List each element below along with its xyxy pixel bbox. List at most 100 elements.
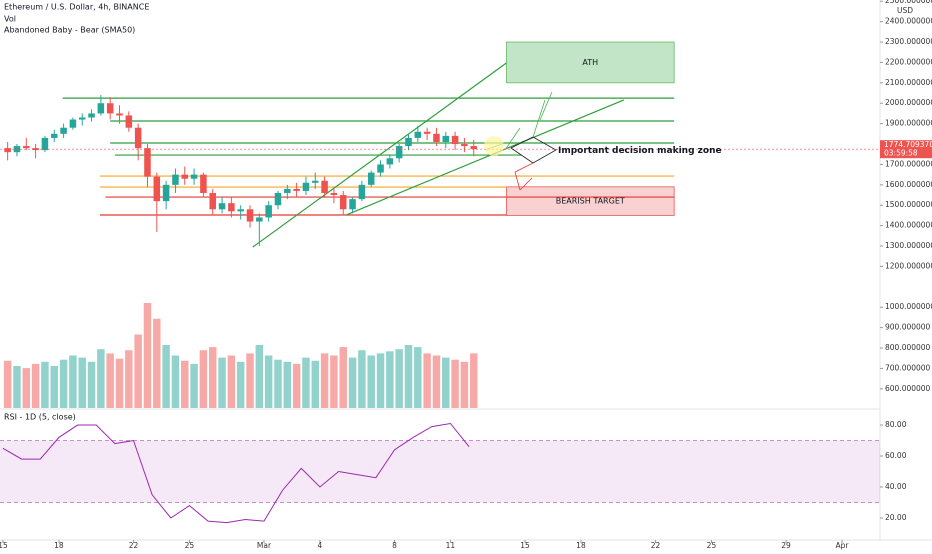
candle-body: [134, 127, 142, 149]
volume-bar: [59, 359, 68, 408]
candle-body: [302, 182, 310, 191]
volume-bar: [470, 353, 478, 408]
y-tick-label: 1700.000000: [885, 159, 932, 168]
annotation: Important decision making zone: [558, 146, 722, 156]
indicator-label: Abandoned Baby - Bear (SMA50): [4, 26, 135, 35]
candle-body: [321, 180, 328, 193]
y-tick-label: 2300.000000: [885, 37, 932, 46]
rsi-label: RSI - 1D (5, close): [4, 413, 76, 422]
y-tick-label: 600.000000: [885, 384, 931, 393]
rsi-tick-label: 60.00: [885, 451, 907, 460]
y-tick-label: 900.000000: [885, 323, 931, 332]
y-tick-label: 1300.000000: [885, 241, 932, 250]
volume-bar: [274, 359, 282, 408]
candle-body: [144, 148, 151, 177]
candle-body: [414, 131, 422, 138]
candle-body: [116, 113, 123, 116]
candle-body: [106, 103, 114, 114]
candle-body: [218, 203, 226, 210]
candle-body: [265, 205, 272, 218]
volume-bar: [69, 355, 77, 408]
volume-bar: [460, 361, 469, 408]
title: Ethereum / U.S. Dollar, 4h, BINANCE: [4, 3, 149, 12]
x-tick-label: 4: [318, 541, 323, 550]
candle-body: [78, 117, 86, 120]
volume-bar: [125, 350, 133, 408]
candle-body: [228, 203, 235, 212]
candle-body: [358, 184, 366, 200]
candle-body: [339, 195, 347, 210]
volume-bar: [41, 361, 49, 408]
candle-body: [377, 164, 384, 173]
volume-bar: [153, 318, 161, 408]
zone: [505, 186, 675, 216]
rsi-line: [2, 422, 470, 524]
candle-body: [200, 174, 207, 193]
candle-body: [284, 188, 291, 193]
rsi-band: [0, 440, 880, 503]
candle-body: [181, 174, 189, 179]
y-tick-label: 2500.000000: [885, 0, 932, 5]
zone-label: ATH: [582, 58, 598, 67]
candle-body: [367, 172, 375, 185]
y-tick-label: 2000.000000: [885, 98, 932, 107]
volume-bar: [339, 347, 347, 408]
candle-body: [41, 137, 49, 151]
volume-bar: [78, 357, 86, 408]
rsi-tick-label: 40.00: [885, 482, 907, 491]
candle-body: [69, 119, 77, 128]
x-tick-label: 15: [520, 541, 530, 550]
candle-body: [274, 192, 282, 206]
volume-bar: [386, 351, 394, 408]
volume-bar: [227, 355, 236, 408]
x-tick-label: 22: [651, 541, 661, 550]
candle-body: [153, 176, 161, 202]
candle-body: [386, 158, 394, 165]
candle-body: [461, 144, 468, 147]
candle-body: [190, 174, 198, 179]
x-tick-label: 15: [0, 541, 8, 550]
volume-bar: [22, 368, 31, 408]
volume-bar: [236, 361, 245, 408]
trendline: [345, 99, 625, 216]
x-tick-label: 22: [129, 541, 139, 550]
candle-body: [330, 192, 338, 196]
candle-body: [312, 180, 319, 183]
x-tick-label: 29: [781, 541, 791, 550]
volume-bar: [414, 347, 422, 408]
volume-bar: [404, 345, 413, 408]
candle-body: [451, 135, 459, 145]
candle-body: [23, 146, 30, 149]
volume-bar: [376, 353, 385, 408]
x-tick-label: 18: [54, 541, 64, 550]
volume-label: Vol: [4, 15, 16, 24]
volume-bar: [181, 360, 189, 408]
candle-body: [172, 174, 179, 185]
zone: [505, 41, 675, 84]
candle-body: [395, 146, 403, 159]
volume-bar: [97, 349, 105, 408]
last-price-box: [880, 140, 932, 159]
volume-bar: [50, 366, 58, 408]
y-tick-label: 1200.000000: [885, 261, 932, 270]
volume-bar: [190, 363, 198, 408]
volume-bar: [423, 353, 431, 408]
volume-bar: [311, 360, 319, 408]
volume-bar: [199, 350, 208, 408]
x-tick-label: 11: [446, 541, 456, 550]
volume-bar: [143, 303, 152, 408]
candle-body: [209, 192, 216, 210]
rsi-tick-label: 80.00: [885, 420, 907, 429]
volume-bar: [451, 359, 459, 408]
x-tick-label: 25: [185, 541, 195, 550]
volume-bar: [432, 355, 441, 408]
volume-bar: [348, 357, 357, 408]
candle-body: [246, 209, 254, 222]
volume-bar: [302, 357, 310, 408]
drawn-arrows: [484, 91, 557, 191]
x-tick-label: 8: [392, 541, 397, 550]
volume-bar: [283, 361, 292, 408]
y-tick-label: 1600.000000: [885, 180, 932, 189]
volume-bar: [106, 353, 114, 408]
